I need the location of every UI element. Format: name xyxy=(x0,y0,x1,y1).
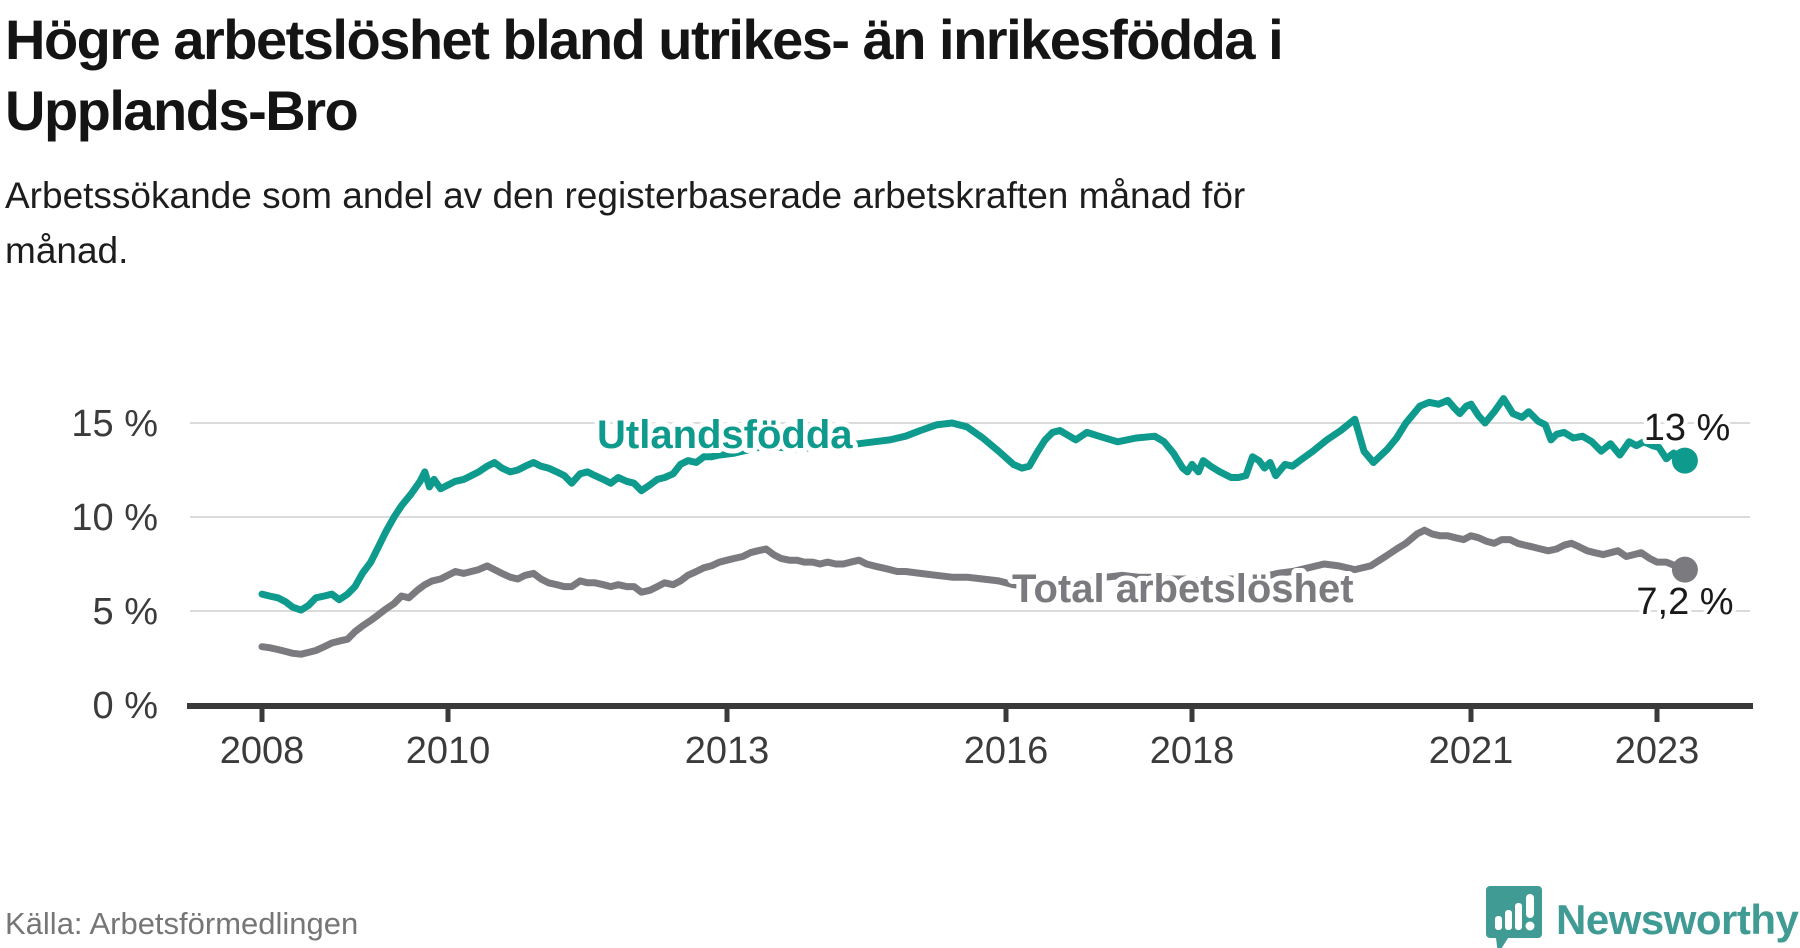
chart-subtitle-line-2: månad. xyxy=(5,230,129,271)
end-value-label-total: 7,2 % xyxy=(1636,581,1733,623)
data-series xyxy=(258,395,1698,658)
chart-subtitle: Arbetssökande som andel av den registerb… xyxy=(5,168,1245,278)
x-tick-label: 2016 xyxy=(964,730,1049,772)
brand-logo: Newsworthy xyxy=(1486,884,1799,948)
series-label-total-arbetsloshet: Total arbetslöshet xyxy=(1012,567,1354,611)
x-tick-label: 2008 xyxy=(220,730,305,772)
y-tick-label: 15 % xyxy=(71,403,158,445)
x-tick-label: 2023 xyxy=(1615,730,1700,772)
gridlines: 0 % 5 % 10 % 15 % xyxy=(71,403,1750,727)
x-tick-label: 2010 xyxy=(406,730,491,772)
x-tick-label: 2013 xyxy=(685,730,770,772)
series-label-utlandsfodda: Utlandsfödda xyxy=(597,413,853,457)
series-end-dot-utlandsfodda xyxy=(1671,447,1698,474)
x-axis: 2008 2010 2013 2016 2018 2021 2023 xyxy=(187,703,1753,772)
series-line-utlandsfodda xyxy=(258,395,1689,614)
bar-chart-speech-bubble-icon xyxy=(1486,886,1542,948)
y-tick-label: 10 % xyxy=(71,497,158,539)
x-tick-label: 2021 xyxy=(1429,730,1514,772)
x-tick-label: 2018 xyxy=(1150,730,1235,772)
series-end-dot-total xyxy=(1671,556,1698,583)
page-title-line-1: Högre arbetslöshet bland utrikes- än inr… xyxy=(5,8,1284,71)
page-title: Högre arbetslöshet bland utrikes- än inr… xyxy=(5,4,1284,146)
brand-name: Newsworthy xyxy=(1556,896,1799,943)
end-value-label-utlandsfodda: 13 % xyxy=(1644,407,1731,449)
source-note: Källa: Arbetsförmedlingen xyxy=(5,906,359,941)
chart-subtitle-line-1: Arbetssökande som andel av den registerb… xyxy=(5,175,1246,216)
page-title-line-2: Upplands-Bro xyxy=(5,79,359,142)
y-tick-label: 0 % xyxy=(93,685,158,727)
y-tick-label: 5 % xyxy=(93,591,158,633)
series-line-total xyxy=(258,526,1689,658)
